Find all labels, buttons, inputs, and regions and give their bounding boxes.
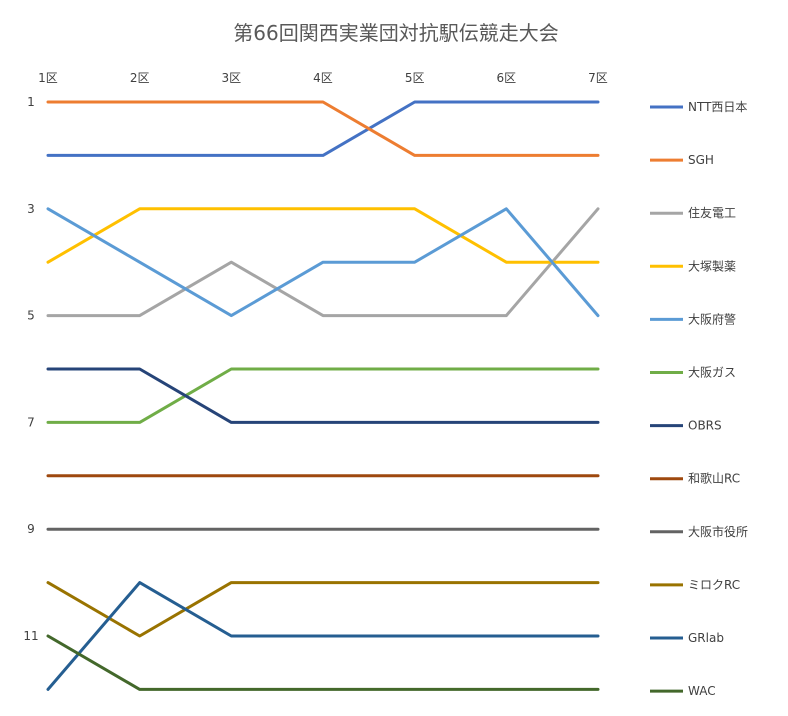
legend-entry: 住友電工 (650, 206, 736, 220)
y-tick-label: 3 (27, 202, 35, 216)
y-tick-label: 9 (27, 522, 35, 536)
series-line-3 (46, 207, 600, 264)
series-line-11 (46, 634, 600, 691)
y-tick-label: 1 (27, 95, 35, 109)
series-line-4 (46, 207, 600, 318)
legend-label: GRlab (688, 631, 724, 645)
x-tick-label: 1区 (38, 71, 58, 85)
legend-label: 大阪ガス (688, 366, 736, 380)
series-line-1 (46, 100, 600, 157)
series-line-9 (46, 581, 600, 638)
x-axis-tick-labels: 1区 2区 3区 4区 5区 6区 7区 (38, 71, 608, 85)
legend-label: 和歌山RC (688, 471, 740, 486)
x-tick-label: 2区 (130, 71, 150, 85)
series-line-10 (46, 581, 600, 691)
y-tick-label: 7 (27, 415, 35, 429)
chart-title: 第66回関西実業団対抗駅伝競走大会 (233, 21, 558, 45)
legend-entry: ミロクRC (650, 578, 740, 592)
legend-entry: 和歌山RC (650, 471, 740, 486)
legend-entry: 大阪府警 (650, 311, 736, 326)
legend-entry: SGH (650, 153, 714, 167)
legend-entry: 大阪市役所 (650, 524, 748, 539)
series-line-6 (46, 367, 600, 424)
y-tick-label: 5 (27, 309, 35, 323)
legend-entry: NTT西日本 (650, 100, 747, 114)
x-tick-label: 7区 (588, 71, 608, 85)
y-tick-label: 11 (23, 629, 38, 643)
legend-entry: GRlab (650, 631, 724, 645)
x-tick-label: 4区 (313, 71, 333, 85)
x-tick-label: 3区 (222, 71, 242, 85)
x-tick-label: 5区 (405, 71, 425, 85)
series-line-0 (46, 100, 600, 157)
legend-entry: 大塚製薬 (650, 259, 736, 273)
legend-entry: OBRS (650, 419, 722, 433)
series-line-2 (46, 207, 600, 318)
legend-entry: WAC (650, 684, 716, 698)
legend-label: ミロクRC (688, 578, 740, 592)
legend-entry: 大阪ガス (650, 366, 736, 380)
legend-label: WAC (688, 684, 716, 698)
legend-label: OBRS (688, 419, 722, 433)
x-tick-label: 6区 (497, 71, 517, 85)
legend-label: 大阪府警 (688, 311, 736, 326)
legend-label: 大阪市役所 (688, 524, 748, 539)
y-axis-tick-labels: 1 3 5 7 9 11 (23, 95, 38, 643)
legend-label: NTT西日本 (688, 100, 747, 114)
series-line-5 (46, 367, 600, 424)
legend-label: 住友電工 (688, 206, 736, 220)
series-lines (46, 100, 600, 691)
legend-label: SGH (688, 153, 714, 167)
legend-label: 大塚製薬 (688, 259, 736, 273)
